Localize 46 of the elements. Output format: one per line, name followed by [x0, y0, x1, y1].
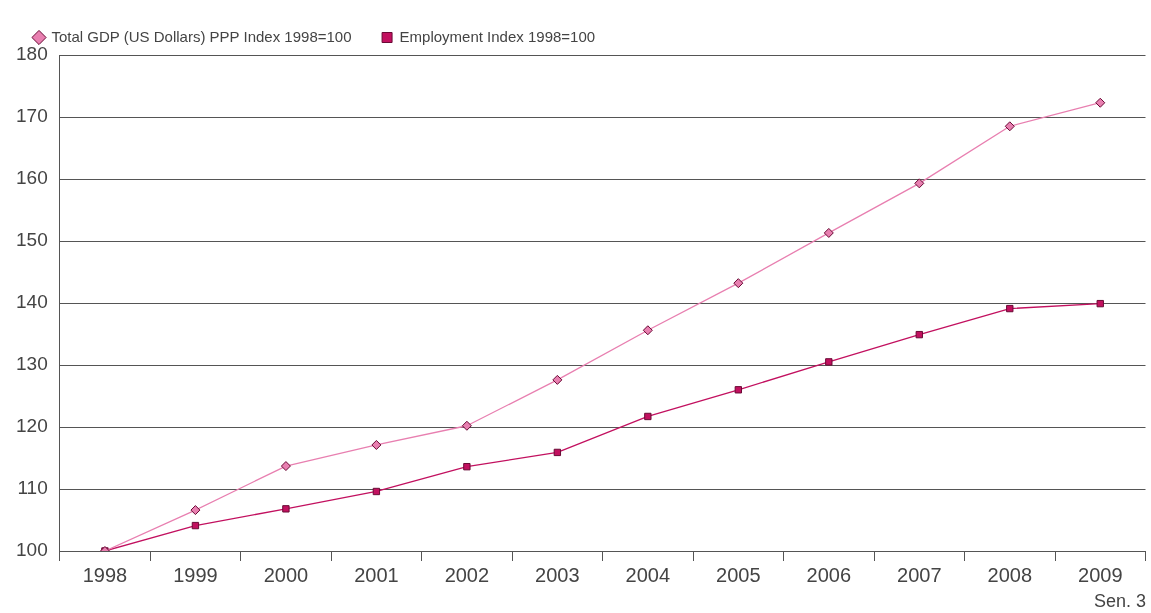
point	[282, 505, 290, 513]
x-tick-label: 2000	[263, 563, 309, 586]
x-tick-label: 2004	[625, 563, 671, 586]
point	[552, 374, 563, 385]
point	[280, 461, 291, 472]
y-tick-label: 140	[16, 291, 48, 313]
y-tick-label: 170	[16, 105, 48, 127]
y-tick-label: 120	[16, 415, 48, 437]
point	[553, 448, 562, 457]
y-tick-label: 180	[16, 43, 48, 65]
text: Sen. 3	[1093, 590, 1146, 611]
y-tick-label: 110	[17, 477, 48, 499]
point	[461, 420, 472, 431]
legend-label: Employment Index 1998=100	[399, 27, 596, 45]
x-tick-label: 2002	[444, 563, 490, 586]
x-tick-label: 2005	[716, 563, 761, 586]
y-tick-label: 150	[16, 229, 48, 251]
point	[1096, 299, 1104, 308]
x-tick-label: 2003	[535, 563, 580, 586]
point	[644, 412, 652, 421]
point	[734, 386, 743, 394]
point	[371, 439, 382, 450]
point	[642, 325, 653, 336]
x-tick-label: 1998	[82, 563, 128, 586]
point	[1006, 304, 1014, 313]
x-tick-label: 2009	[1078, 563, 1123, 586]
x-tick-label: 2007	[897, 563, 942, 586]
point	[825, 358, 833, 366]
point	[190, 505, 201, 516]
x-tick-label: 2008	[987, 563, 1033, 586]
point	[191, 521, 200, 530]
x-tick-label: 2001	[354, 563, 399, 586]
point	[823, 227, 834, 238]
point	[1004, 121, 1015, 132]
point	[914, 178, 925, 189]
y-tick-label: 130	[16, 353, 48, 375]
y-tick-label: 160	[16, 167, 48, 189]
legend-label: Total GDP (US Dollars) PPP Index 1998=100	[51, 27, 352, 45]
x-tick-label: 2006	[806, 563, 852, 586]
point	[915, 330, 923, 339]
point	[372, 487, 381, 496]
y-tick-label: 100	[16, 539, 48, 561]
point	[463, 463, 471, 471]
point	[1095, 97, 1106, 108]
point	[733, 278, 744, 289]
x-tick-label: 1999	[173, 563, 218, 586]
